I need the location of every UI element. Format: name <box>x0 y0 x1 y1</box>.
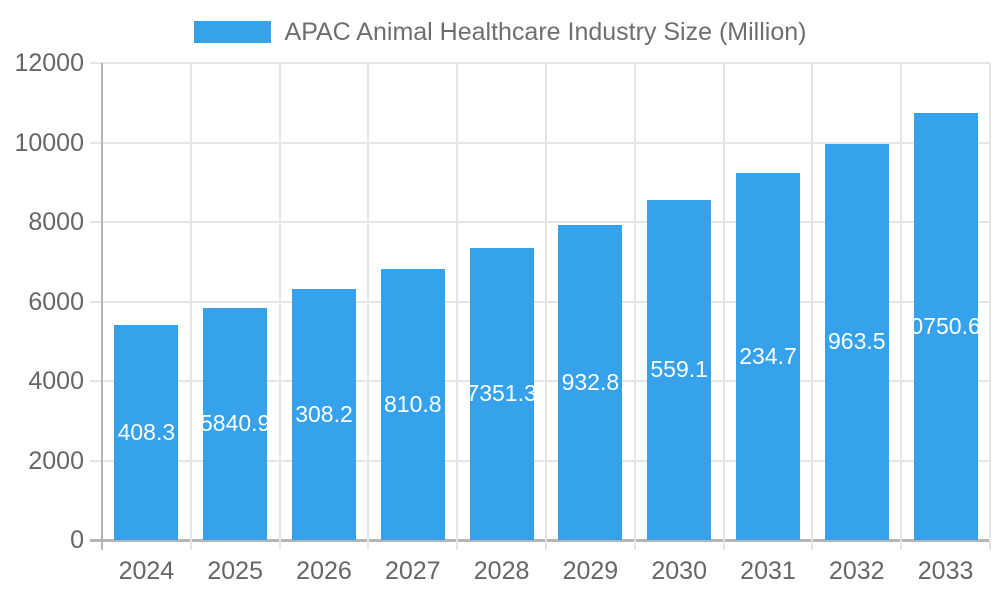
x-tick-label-2026: 2026 <box>296 557 352 585</box>
y-axis-line <box>101 63 103 550</box>
y-gridline <box>90 380 990 382</box>
bar-2030[interactable]: 559.1 <box>647 199 712 540</box>
x-tick-label-2028: 2028 <box>473 557 530 585</box>
x-axis-baseline <box>90 539 990 542</box>
bar-value-label-2031: 234.7 <box>739 342 797 369</box>
legend-swatch <box>193 21 271 43</box>
bar-2024[interactable]: 408.3 <box>114 325 179 540</box>
bar-value-label-2030: 559.1 <box>650 356 708 383</box>
bar-2028[interactable]: 7351.3 <box>469 247 534 540</box>
bar-2029[interactable]: 932.8 <box>558 224 623 540</box>
x-tick-label-2029: 2029 <box>562 557 619 585</box>
bar-2033[interactable]: 0750.6 <box>913 112 978 540</box>
y-tick-label-2000: 2000 <box>28 446 84 475</box>
x-tick-label-2025: 2025 <box>207 557 263 585</box>
x-gridline <box>811 63 814 550</box>
x-tick-label-2024: 2024 <box>118 557 175 585</box>
bar-value-label-2032: 963.5 <box>828 328 886 355</box>
x-tick-label-2033: 2033 <box>917 557 974 585</box>
x-gridline <box>989 63 991 550</box>
x-gridline <box>367 63 370 550</box>
y-tick-label-6000: 6000 <box>28 287 84 316</box>
legend-item[interactable]: APAC Animal Healthcare Industry Size (Mi… <box>0 10 1000 54</box>
y-gridline <box>90 300 990 303</box>
x-gridline <box>278 63 281 550</box>
y-gridline <box>90 221 990 223</box>
y-tick-label-10000: 10000 <box>14 128 84 157</box>
x-tick-label-2030: 2030 <box>651 557 707 585</box>
legend-label: APAC Animal Healthcare Industry Size (Mi… <box>284 17 807 46</box>
x-gridline <box>189 63 192 550</box>
y-gridline <box>90 141 990 144</box>
y-tick-label-8000: 8000 <box>28 208 84 236</box>
y-tick-label-12000: 12000 <box>14 49 84 77</box>
x-gridline <box>456 63 459 550</box>
y-gridline <box>90 459 990 462</box>
bar-value-label-2028: 7351.3 <box>469 380 534 407</box>
bar-value-label-2026: 308.2 <box>295 401 353 428</box>
x-gridline <box>545 63 547 550</box>
bar-value-label-2025: 5840.9 <box>203 410 268 437</box>
bar-2027[interactable]: 810.8 <box>380 269 445 540</box>
bar-value-label-2027: 810.8 <box>384 391 442 418</box>
bar-2031[interactable]: 234.7 <box>736 172 800 540</box>
x-tick-label-2032: 2032 <box>828 557 885 585</box>
bar-value-label-2024: 408.3 <box>117 419 176 445</box>
x-gridline <box>633 63 636 550</box>
bar-value-label-2033: 0750.6 <box>913 312 978 339</box>
x-tick-label-2031: 2031 <box>740 557 796 585</box>
bar-2026[interactable]: 308.2 <box>292 289 356 540</box>
bar-2025[interactable]: 5840.9 <box>203 307 268 540</box>
y-tick-label-4000: 4000 <box>28 367 84 395</box>
bar-2032[interactable]: 963.5 <box>824 143 889 540</box>
x-gridline <box>900 63 903 550</box>
y-tick-label-0: 0 <box>70 526 84 554</box>
x-tick-label-2027: 2027 <box>384 557 441 585</box>
y-gridline <box>90 62 990 64</box>
bar-value-label-2029: 932.8 <box>561 368 620 395</box>
x-gridline <box>722 63 725 550</box>
